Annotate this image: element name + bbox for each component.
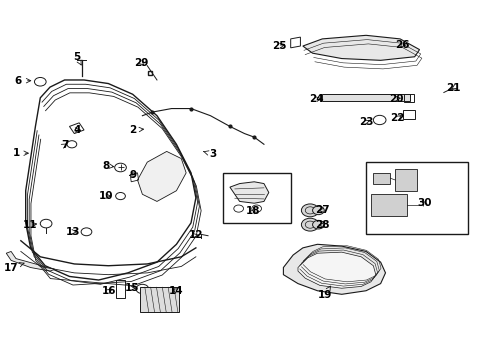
- Text: 25: 25: [272, 41, 286, 51]
- Text: 22: 22: [389, 113, 404, 123]
- Text: 8: 8: [102, 161, 114, 171]
- Text: 11: 11: [23, 220, 38, 230]
- Text: 15: 15: [124, 283, 139, 293]
- Text: 23: 23: [358, 117, 372, 127]
- Text: 26: 26: [394, 40, 409, 50]
- Polygon shape: [229, 182, 268, 203]
- Text: 17: 17: [4, 262, 24, 273]
- Text: 5: 5: [73, 52, 81, 65]
- Text: 2: 2: [129, 125, 143, 135]
- Text: 24: 24: [308, 94, 323, 104]
- Text: 18: 18: [245, 206, 260, 216]
- Text: 10: 10: [99, 191, 113, 201]
- Text: 28: 28: [314, 220, 329, 230]
- Bar: [366, 162, 467, 234]
- Polygon shape: [372, 173, 389, 184]
- Text: 12: 12: [188, 230, 203, 240]
- Circle shape: [301, 218, 318, 231]
- Text: 9: 9: [129, 170, 136, 180]
- Text: 30: 30: [416, 198, 431, 208]
- Text: 14: 14: [169, 286, 183, 296]
- Polygon shape: [322, 94, 409, 102]
- Text: 19: 19: [317, 286, 331, 300]
- Text: 16: 16: [102, 286, 116, 296]
- PathPatch shape: [6, 251, 55, 271]
- Text: 21: 21: [446, 83, 460, 93]
- Circle shape: [301, 204, 318, 217]
- Circle shape: [312, 220, 324, 229]
- Text: 27: 27: [314, 205, 329, 215]
- Text: 29: 29: [134, 58, 148, 68]
- Polygon shape: [394, 169, 416, 191]
- Bar: [222, 173, 290, 223]
- Text: 20: 20: [388, 94, 403, 104]
- PathPatch shape: [137, 152, 186, 202]
- Text: 6: 6: [15, 76, 31, 86]
- Text: 1: 1: [12, 148, 28, 158]
- Text: 7: 7: [61, 140, 68, 150]
- Polygon shape: [302, 35, 419, 60]
- Text: 4: 4: [73, 125, 81, 135]
- Text: 13: 13: [66, 227, 81, 237]
- Polygon shape: [140, 287, 179, 312]
- PathPatch shape: [297, 252, 375, 288]
- Polygon shape: [370, 194, 407, 216]
- Circle shape: [312, 206, 324, 215]
- Text: 3: 3: [203, 149, 216, 159]
- PathPatch shape: [283, 244, 385, 294]
